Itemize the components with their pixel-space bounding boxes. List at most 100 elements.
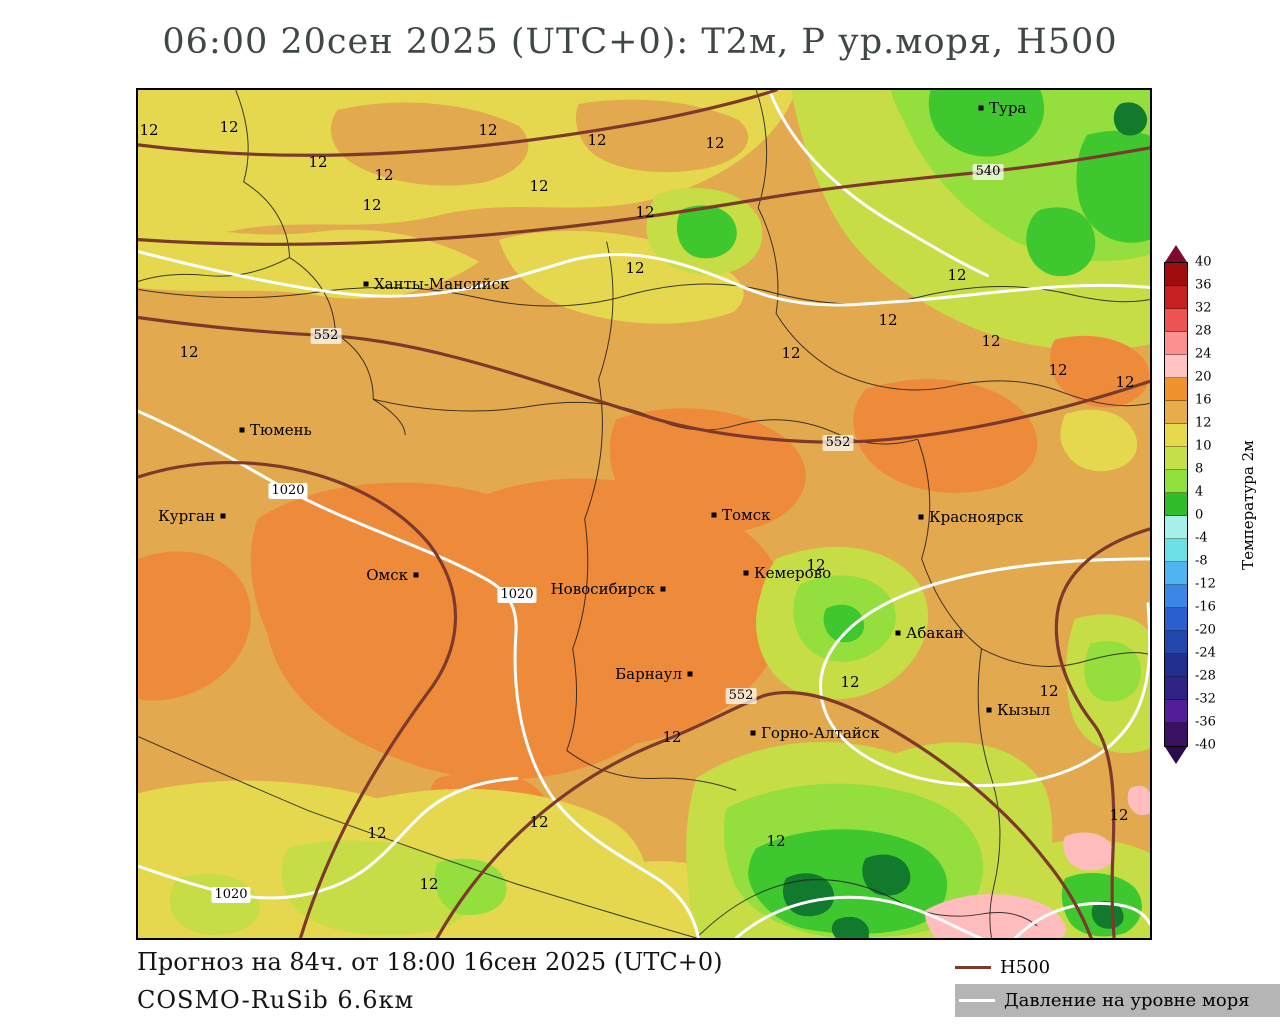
city-label: Тура bbox=[989, 99, 1027, 117]
temperature-value-label: 12 bbox=[179, 343, 199, 361]
colorbar-tick: -4 bbox=[1195, 530, 1208, 546]
city-label: Барнаул bbox=[615, 665, 682, 683]
city-marker bbox=[363, 281, 369, 287]
temperature-value-label: 12 bbox=[781, 344, 801, 362]
colorbar-arrow-up-icon bbox=[1165, 245, 1187, 262]
temperature-value-label: 12 bbox=[362, 196, 382, 214]
city-label: Горно-Алтайск bbox=[761, 724, 880, 742]
colorbar-tick: -28 bbox=[1195, 668, 1216, 684]
temperature-value-label: 12 bbox=[1115, 373, 1135, 391]
colorbar-tick: 36 bbox=[1195, 277, 1212, 293]
colorbar-ticks: 40 36 32 28 24 20 16 12 10 8 4 0 -4 -8 -12 -16 -20 -24 -28… bbox=[1195, 255, 1235, 753]
colorbar-segment bbox=[1165, 470, 1187, 493]
colorbar-tick: -40 bbox=[1195, 737, 1216, 753]
forecast-info-text: Прогноз на 84ч. от 18:00 16сен 2025 (UTC… bbox=[137, 948, 723, 976]
colorbar-segment bbox=[1165, 654, 1187, 677]
colorbar-segment bbox=[1165, 608, 1187, 631]
city-marker bbox=[220, 513, 226, 519]
colorbar-segment bbox=[1165, 447, 1187, 470]
colorbar-segment bbox=[1165, 723, 1187, 746]
city-marker bbox=[687, 671, 693, 677]
admin-borders bbox=[138, 90, 1150, 938]
city-label: Томск bbox=[722, 506, 771, 524]
temperature-value-label: 12 bbox=[478, 121, 498, 139]
legend-h500-label: Н500 bbox=[1000, 956, 1051, 978]
temperature-value-label: 12 bbox=[367, 824, 387, 842]
colorbar-segment bbox=[1165, 378, 1187, 401]
colorbar-segment bbox=[1165, 631, 1187, 654]
temperature-value-label: 12 bbox=[705, 134, 725, 152]
colorbar-segment bbox=[1165, 332, 1187, 355]
legend-pressure-label: Давление на уровне моря bbox=[1004, 990, 1250, 1011]
h500-contour-label: 552 bbox=[310, 328, 342, 344]
weather-map bbox=[138, 90, 1150, 938]
h500-contour-label: 540 bbox=[972, 164, 1004, 180]
temperature-value-label: 12 bbox=[840, 673, 860, 691]
colorbar-tick: 0 bbox=[1195, 507, 1204, 523]
temperature-value-label: 12 bbox=[374, 166, 394, 184]
pressure-contour-label: 1020 bbox=[497, 587, 537, 603]
temperature-value-label: 12 bbox=[219, 118, 239, 136]
city-marker bbox=[239, 427, 245, 433]
model-info-text: COSMO-RuSib 6.6км bbox=[137, 986, 415, 1014]
colorbar-tick: -24 bbox=[1195, 645, 1216, 661]
temperature-value-label: 12 bbox=[1039, 682, 1059, 700]
city-marker bbox=[978, 105, 984, 111]
colorbar-segment bbox=[1165, 355, 1187, 378]
city-label: Абакан bbox=[906, 624, 964, 642]
temperature-value-label: 12 bbox=[625, 259, 645, 277]
colorbar-arrow-down-icon bbox=[1165, 747, 1187, 764]
legend-pressure: Давление на уровне моря bbox=[955, 984, 1280, 1017]
h500-line-sample bbox=[955, 965, 991, 969]
colorbar-segment bbox=[1165, 516, 1187, 539]
pressure-line-sample bbox=[959, 999, 995, 1002]
temperature-value-label: 12 bbox=[662, 728, 682, 746]
city-marker bbox=[413, 572, 419, 578]
temperature-colorbar bbox=[1164, 262, 1188, 747]
map-container: Тура Ханты-Мансийск Тюмень Курган Омск Новоси… bbox=[136, 88, 1152, 940]
city-marker bbox=[918, 514, 924, 520]
colorbar-tick: 28 bbox=[1195, 323, 1212, 339]
colorbar-tick: 24 bbox=[1195, 346, 1212, 362]
colorbar-tick: 8 bbox=[1195, 461, 1204, 477]
colorbar-tick: -8 bbox=[1195, 553, 1208, 569]
city-marker bbox=[743, 570, 749, 576]
colorbar-tick: -16 bbox=[1195, 599, 1216, 615]
temperature-value-label: 12 bbox=[1109, 806, 1129, 824]
colorbar-segment bbox=[1165, 286, 1187, 309]
city-marker bbox=[986, 707, 992, 713]
city-label: Омск bbox=[366, 566, 408, 584]
colorbar-tick: 16 bbox=[1195, 392, 1212, 408]
temperature-value-label: 12 bbox=[1048, 361, 1068, 379]
colorbar-tick: -20 bbox=[1195, 622, 1216, 638]
pressure-contour-label: 1020 bbox=[268, 483, 308, 499]
temperature-field bbox=[138, 90, 1150, 938]
city-label: Ханты-Мансийск bbox=[374, 275, 510, 293]
colorbar-tick: -32 bbox=[1195, 691, 1216, 707]
temperature-value-label: 12 bbox=[947, 266, 967, 284]
colorbar-tick: -36 bbox=[1195, 714, 1216, 730]
city-marker bbox=[750, 730, 756, 736]
city-marker bbox=[660, 586, 666, 592]
colorbar-tick: 10 bbox=[1195, 438, 1212, 454]
colorbar-tick: 12 bbox=[1195, 415, 1212, 431]
pressure-isolines bbox=[138, 90, 1150, 938]
pressure-contour-label: 1020 bbox=[211, 887, 251, 903]
colorbar-segment bbox=[1165, 700, 1187, 723]
temperature-value-label: 12 bbox=[308, 153, 328, 171]
temperature-value-label: 12 bbox=[635, 203, 655, 221]
colorbar-segment bbox=[1165, 424, 1187, 447]
city-marker bbox=[711, 512, 717, 518]
temperature-value-label: 12 bbox=[981, 332, 1001, 350]
page-title: 06:00 20сен 2025 (UTC+0): Т2м, Р ур.моря… bbox=[162, 22, 1118, 62]
colorbar-tick: 20 bbox=[1195, 369, 1212, 385]
colorbar-segment bbox=[1165, 562, 1187, 585]
legend-h500: Н500 bbox=[955, 956, 1050, 978]
colorbar-segment bbox=[1165, 539, 1187, 562]
city-marker bbox=[895, 630, 901, 636]
colorbar-title: Температура 2м bbox=[1239, 440, 1257, 570]
colorbar-segment bbox=[1165, 401, 1187, 424]
h500-isolines bbox=[138, 90, 1150, 938]
colorbar-segment bbox=[1165, 309, 1187, 332]
